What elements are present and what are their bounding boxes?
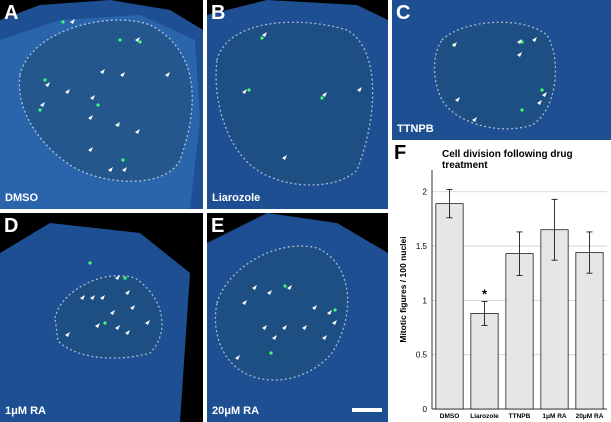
micrograph-panel-d: D 1μM RA: [0, 213, 203, 422]
significance-marker: *: [482, 286, 488, 301]
scale-bar: [352, 408, 382, 412]
micrograph-c-image: [392, 0, 611, 140]
x-tick-label: Liarozole: [470, 413, 499, 420]
condition-label-d: 1μM RA: [5, 405, 46, 417]
bar: [505, 253, 534, 410]
micrograph-panel-e: E 20μM RA: [207, 213, 388, 422]
micrograph-d-image: [0, 223, 190, 422]
condition-label-e: 20μM RA: [212, 405, 260, 417]
condition-label-c: TTNPB: [397, 123, 434, 135]
y-tick-label: 0.5: [416, 351, 428, 360]
bar: [470, 313, 499, 410]
panel-label-c: C: [396, 2, 411, 24]
micrograph-a-image: [0, 0, 203, 209]
x-tick-label: 1μM RA: [542, 413, 567, 420]
y-tick-label: 0: [423, 405, 428, 414]
chart-panel-f: F Cell division following drug treatment…: [392, 142, 611, 422]
condition-label-b: Liarozole: [212, 192, 261, 204]
bar: [435, 203, 464, 410]
chart-title: Cell division following drug treatment: [442, 149, 573, 171]
y-tick-label: 2: [423, 188, 428, 197]
panel-label-a: A: [4, 2, 19, 24]
bar-chart: 0 0.5 1 1.5 2 Mitotic figures / 100 nuclei DMS…: [398, 170, 607, 420]
y-axis-label: Mitotic figures / 100 nuclei: [398, 236, 408, 342]
y-tick-label: 1: [423, 296, 428, 305]
bar: [575, 252, 604, 410]
panel-label-d: D: [4, 215, 19, 237]
panel-label-e: E: [211, 215, 225, 237]
micrograph-e-image: [207, 213, 388, 422]
micrograph-b-image: [207, 0, 388, 209]
panel-label-b: B: [211, 2, 226, 24]
panel-label-f: F: [394, 142, 407, 164]
micrograph-panel-b: B Liarozole: [207, 0, 388, 209]
y-tick-label: 1.5: [416, 242, 428, 251]
condition-label-a: DMSO: [5, 192, 38, 204]
x-tick-label: 20μM RA: [576, 413, 604, 420]
x-tick-label: TTNPB: [509, 413, 531, 420]
micrograph-panel-a: A DMSO: [0, 0, 203, 209]
x-tick-label: DMSO: [440, 413, 460, 420]
micrograph-panel-c: C TTNPB: [392, 0, 611, 140]
